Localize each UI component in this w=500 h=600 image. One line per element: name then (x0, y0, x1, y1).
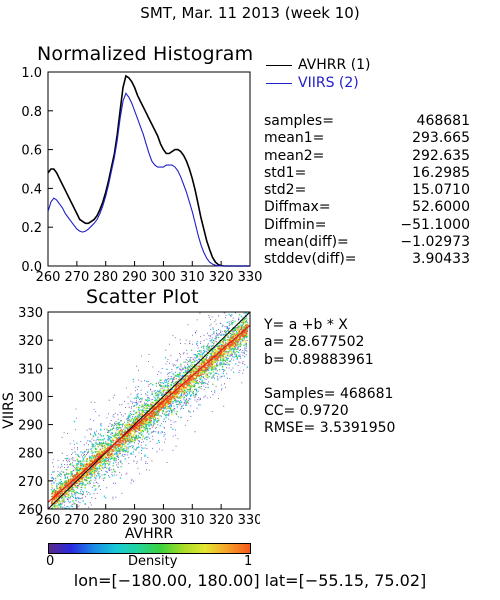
histogram-xtick-label: 310 (180, 270, 205, 285)
scatter-axes-frame (47, 311, 251, 510)
stat-label: Diffmax= (264, 199, 331, 216)
histogram-xtick-label: 290 (122, 270, 147, 285)
legend-label-viirs: VIIRS (2) (298, 75, 359, 91)
scatter-xtick-label: 300 (151, 513, 176, 528)
fit-intercept: a= 28.677502 (264, 334, 365, 351)
histogram-title: Normalized Histogram (37, 43, 254, 65)
stat-value: 16.2985 (412, 164, 470, 181)
histogram-xtick-label: 280 (93, 270, 118, 285)
scatter-xtick-label: 290 (122, 513, 147, 528)
histogram-series-avhrr (47, 74, 250, 267)
stat-value: 468681 (416, 113, 470, 129)
histogram-ytick-label: 0.4 (21, 182, 42, 197)
stat-value: 52.6000 (412, 199, 470, 216)
scatter-title: Scatter Plot (86, 286, 199, 308)
histogram-xtick-label: 330 (238, 270, 263, 285)
colorbar-min-label: 0 (46, 554, 55, 569)
colorbar-title: Density (128, 554, 178, 569)
histogram-xtick-label: 270 (64, 270, 89, 285)
fit-spacer (264, 369, 395, 386)
stat-label: mean(diff)= (264, 234, 349, 251)
legend-item-viirs: VIIRS (2) (266, 75, 386, 92)
stat-row-mean2: mean2= 292.635 (264, 148, 470, 165)
scatter-xtick-label: 320 (209, 513, 234, 528)
stat-value: 293.665 (412, 130, 470, 147)
histogram-xtick-label: 320 (209, 270, 234, 285)
histogram-ytick-label: 1.0 (21, 66, 42, 81)
histogram-xtick-label: 300 (151, 270, 176, 285)
stat-row-std2: std2= 15.0710 (264, 182, 470, 199)
page-title: SMT, Mar. 11 2013 (week 10) (140, 4, 360, 22)
scatter-xtick-label: 280 (93, 513, 118, 528)
scatter-ytick-label: 290 (18, 419, 43, 434)
stat-value: −51.1000 (400, 216, 470, 233)
stat-row-diffmax: Diffmax= 52.6000 (264, 199, 470, 216)
colorbar-max-label: 1 (244, 554, 253, 569)
histogram-ytick-label: 0.6 (21, 144, 42, 159)
fit-stats: Y= a +b * X a= 28.677502 b= 0.89883961 S… (264, 317, 395, 438)
histogram-ytick-label: 0.2 (21, 221, 42, 236)
stat-row-std1: std1= 16.2985 (264, 165, 470, 182)
fit-equation: Y= a +b * X (264, 317, 348, 333)
stat-label: Diffmin= (264, 216, 327, 233)
scatter-ylabel: VIIRS (1, 392, 17, 429)
colorbar-gradient (48, 543, 251, 554)
stat-label: std1= (264, 164, 307, 181)
stat-row-samples: samples= 468681 (264, 113, 470, 130)
fit-correlation: CC= 0.9720 (264, 403, 349, 420)
scatter-ytick-label: 320 (18, 334, 43, 349)
histogram-ytick-label: 0.0 (21, 260, 42, 275)
stat-value: 292.635 (412, 147, 470, 164)
stat-label: mean2= (264, 147, 325, 164)
legend-swatch-viirs (266, 83, 292, 84)
scatter-ytick-label: 300 (18, 390, 43, 405)
stat-row-diffmin: Diffmin= −51.1000 (264, 217, 470, 234)
histogram-axes-frame (47, 71, 251, 267)
histogram-stats: samples= 468681 mean1= 293.665 mean2= 292.6… (264, 113, 470, 269)
scatter-xtick-label: 270 (64, 513, 89, 528)
scatter-fit-line (47, 324, 251, 503)
histogram-ytick-label: 0.8 (21, 105, 42, 120)
region-bounds: lon=[−180.00, 180.00] lat=[−55.15, 75.02… (73, 571, 427, 590)
fit-samples: Samples= 468681 (264, 385, 394, 402)
legend-label-avhrr: AVHRR (1) (298, 57, 371, 73)
stat-value: 3.90433 (412, 251, 470, 268)
fit-rmse: RMSE= 3.5391950 (264, 420, 396, 437)
legend-item-avhrr: AVHRR (1) (266, 57, 386, 74)
scatter-ytick-label: 310 (18, 362, 43, 377)
fit-slope: b= 0.89883961 (264, 351, 374, 368)
histogram-chart: 0.0 0.2 0.4 0.6 0.8 1.0 260 270 280 290 300 310 320 3… (21, 66, 263, 285)
stat-label: samples= (264, 113, 334, 129)
scatter-ytick-label: 280 (18, 447, 43, 462)
scatter-ytick-label: 330 (18, 306, 43, 321)
scatter-xtick-label: 310 (180, 513, 205, 528)
histogram-xtick-label: 260 (36, 270, 61, 285)
scatter-ytick-label: 260 (18, 503, 43, 518)
stat-row-stddev-diff: stddev(diff)= 3.90433 (264, 251, 470, 268)
stat-label: std2= (264, 182, 307, 199)
stat-label: stddev(diff)= (264, 251, 357, 268)
histogram-series-viirs (47, 92, 250, 267)
scatter-ytick-label: 270 (18, 475, 43, 490)
scatter-xlabel: AVHRR (125, 526, 174, 542)
scatter-one-to-one-line (47, 311, 251, 510)
stat-value: 15.0710 (412, 182, 470, 199)
scatter-xtick-label: 260 (36, 513, 61, 528)
stat-label: mean1= (264, 130, 325, 147)
legend-swatch-avhrr (266, 65, 292, 66)
stat-value: −1.02973 (400, 234, 470, 251)
stat-row-mean-diff: mean(diff)= −1.02973 (264, 234, 470, 251)
scatter-xtick-label: 330 (238, 513, 260, 528)
stat-row-mean1: mean1= 293.665 (264, 130, 470, 147)
